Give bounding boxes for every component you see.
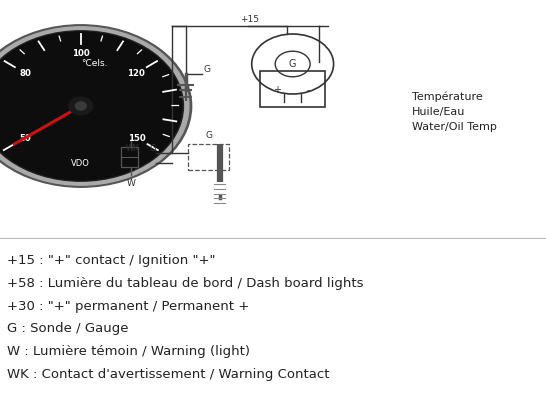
Text: Température
Huile/Eau
Water/Oil Temp: Température Huile/Eau Water/Oil Temp (412, 92, 497, 132)
Text: W: W (127, 179, 135, 188)
Text: G : Sonde / Gauge: G : Sonde / Gauge (7, 322, 128, 335)
Text: +15 : "+" contact / Ignition "+": +15 : "+" contact / Ignition "+" (7, 254, 215, 267)
Text: +58 : Lumière du tableau de bord / Dash board lights: +58 : Lumière du tableau de bord / Dash … (7, 277, 363, 290)
Text: G: G (205, 131, 212, 140)
Circle shape (0, 25, 192, 187)
Text: G: G (149, 144, 156, 153)
Text: +30 : "+" permanent / Permanent +: +30 : "+" permanent / Permanent + (7, 300, 249, 313)
Text: 120: 120 (127, 69, 145, 78)
Text: G: G (289, 59, 296, 69)
Circle shape (69, 97, 93, 115)
Text: WK : Contact d'avertissement / Warning Contact: WK : Contact d'avertissement / Warning C… (7, 368, 329, 381)
Bar (260, 71, 325, 107)
Text: 100: 100 (72, 50, 90, 58)
Text: VDO: VDO (72, 159, 90, 168)
Bar (121, 147, 138, 167)
Text: +: + (274, 85, 281, 95)
Text: 80: 80 (20, 69, 32, 78)
Text: +15: +15 (240, 15, 259, 24)
Text: W : Lumière témoin / Warning (light): W : Lumière témoin / Warning (light) (7, 345, 250, 358)
Circle shape (75, 102, 86, 110)
Text: WK: WK (126, 144, 139, 153)
Circle shape (0, 31, 183, 181)
Text: -: - (306, 85, 310, 95)
Text: 50: 50 (19, 134, 31, 142)
Text: 150: 150 (128, 134, 146, 142)
Bar (188, 144, 229, 170)
Circle shape (0, 27, 189, 185)
Text: °Cels.: °Cels. (81, 60, 108, 68)
Text: G: G (204, 65, 211, 74)
Circle shape (0, 32, 182, 180)
